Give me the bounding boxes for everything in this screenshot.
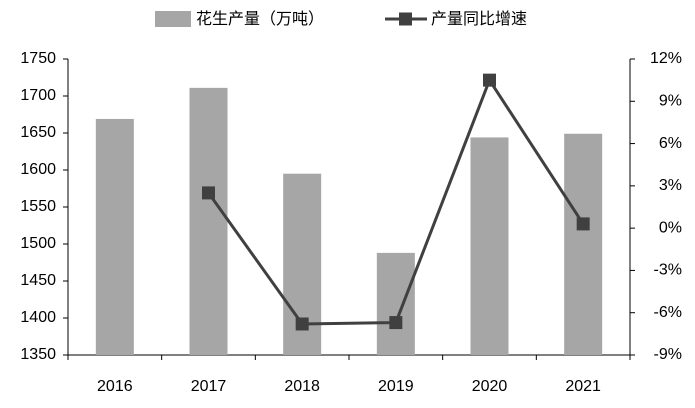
legend-swatch <box>155 11 191 27</box>
y2-tick-label: 3% <box>659 177 682 194</box>
y-tick-label: 1500 <box>20 235 56 252</box>
bar <box>470 137 509 355</box>
line-marker <box>483 73 496 87</box>
x-tick-label: 2021 <box>565 378 601 395</box>
y2-tick-label: 12% <box>650 50 682 67</box>
legend-swatch <box>399 12 412 26</box>
x-tick-label: 2019 <box>378 378 414 395</box>
y2-tick-label: 0% <box>659 219 682 236</box>
bar <box>189 87 228 356</box>
line-marker <box>389 316 403 330</box>
line-marker <box>576 217 590 231</box>
legend-label: 产量同比增速 <box>431 10 527 28</box>
y2-tick-label: -9% <box>654 346 682 363</box>
y-tick-label: 1600 <box>20 161 56 178</box>
y2-tick-label: -3% <box>654 262 682 279</box>
bar <box>564 133 603 355</box>
y-tick-label: 1750 <box>20 50 56 67</box>
y-tick-label: 1650 <box>20 124 56 141</box>
bar <box>376 252 415 355</box>
x-tick-label: 2016 <box>97 378 133 395</box>
y2-tick-label: 6% <box>659 135 682 152</box>
x-tick-label: 2017 <box>191 378 227 395</box>
y-tick-label: 1400 <box>20 309 56 326</box>
bar <box>95 118 134 355</box>
y-tick-label: 1700 <box>20 87 56 104</box>
line-marker <box>202 186 215 200</box>
y-tick-label: 1550 <box>20 198 56 215</box>
legend-label: 花生产量（万吨） <box>196 10 324 28</box>
x-tick-label: 2020 <box>472 378 508 395</box>
y2-tick-label: 9% <box>659 93 682 110</box>
y2-tick-label: -6% <box>654 304 682 321</box>
line-marker <box>295 317 309 331</box>
y-tick-label: 1350 <box>20 346 56 363</box>
x-tick-label: 2018 <box>284 378 320 395</box>
y-tick-label: 1450 <box>20 272 56 289</box>
